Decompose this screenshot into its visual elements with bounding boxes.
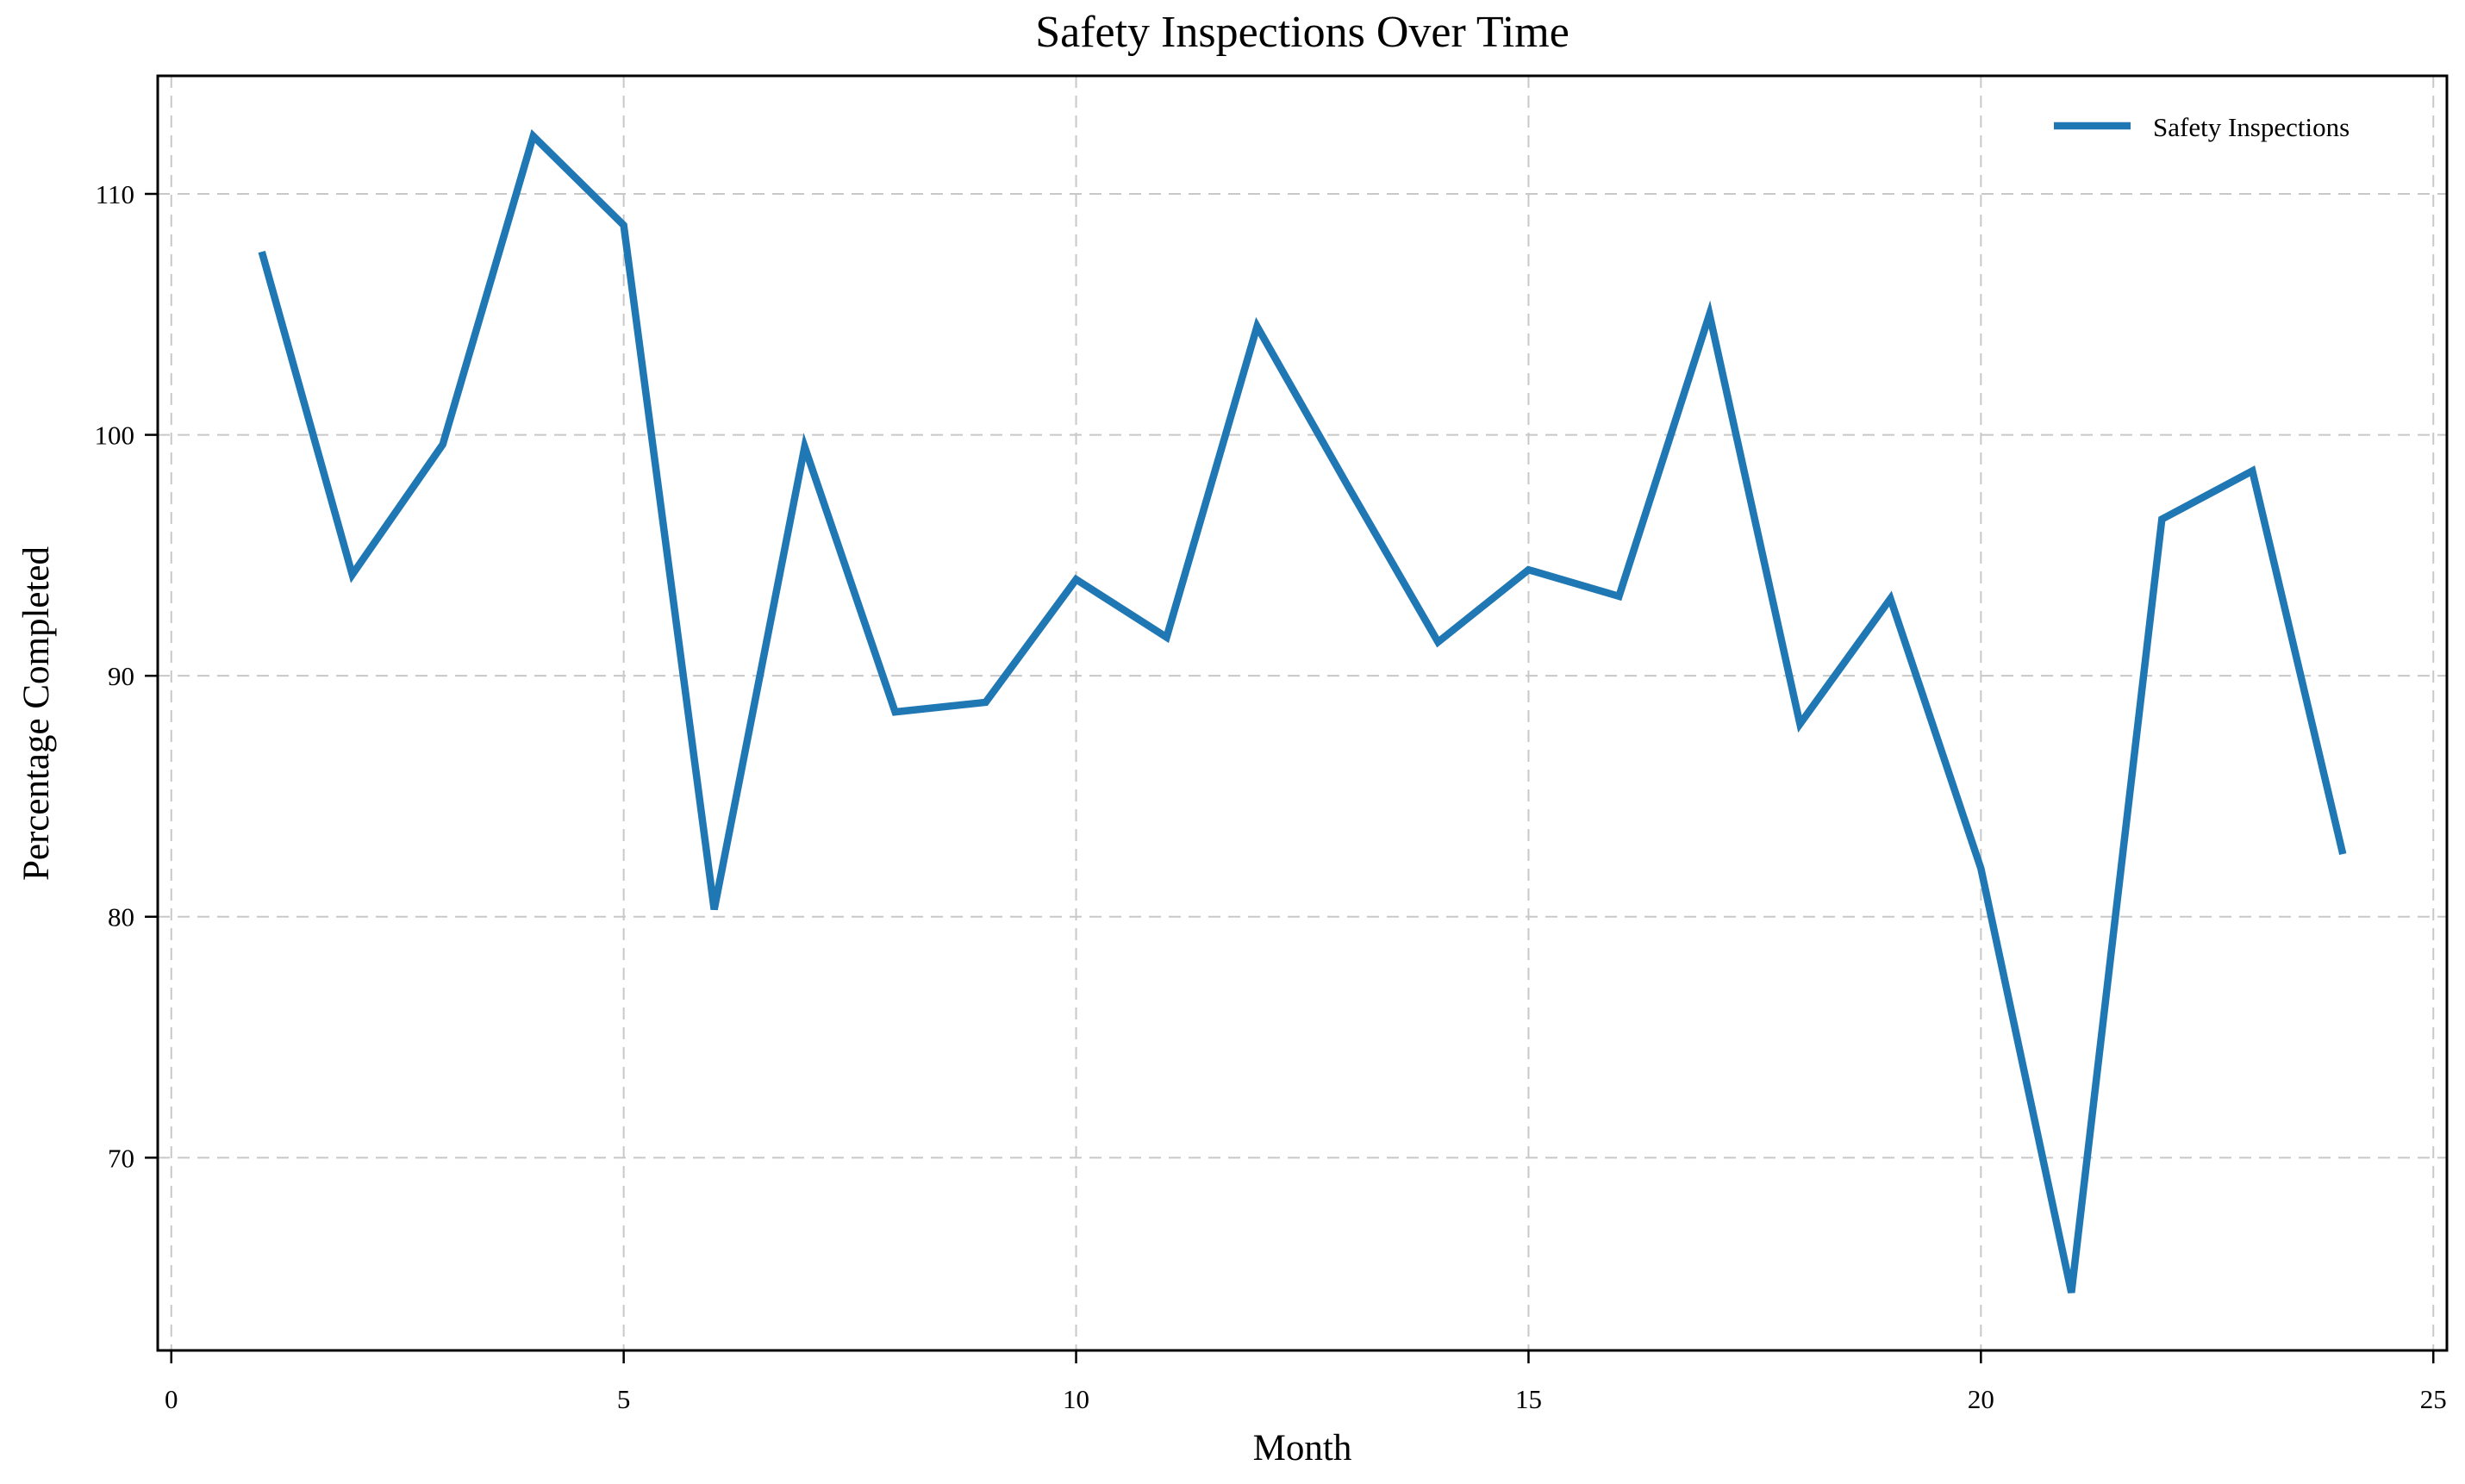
y-tick-label: 80 [108,902,134,932]
x-tick-label: 15 [1515,1384,1542,1414]
legend-label: Safety Inspections [2153,112,2350,142]
axis-tick-labels: 0 5 10 15 20 25 70 80 90 100 110 [95,179,2447,1414]
plot-border [156,74,2449,1352]
y-axis-label: Percentage Completed [16,546,57,881]
y-tick-label: 90 [108,661,134,691]
y-tick-label: 70 [108,1143,134,1173]
x-tick-label: 0 [165,1384,178,1414]
x-tick-label: 25 [2420,1384,2447,1414]
x-tick-label: 10 [1063,1384,1089,1414]
series-line [258,128,2347,1294]
x-tick-label: 20 [1968,1384,1994,1414]
x-tick-label: 5 [617,1384,631,1414]
chart-title: Safety Inspections Over Time [1035,8,1569,57]
x-axis-label: Month [1253,1428,1352,1468]
y-tick-label: 100 [95,421,135,451]
y-tick-label: 110 [96,179,134,209]
legend: Safety Inspections [2054,112,2350,142]
gridlines [158,76,2447,1350]
axis-ticks [145,192,2435,1363]
